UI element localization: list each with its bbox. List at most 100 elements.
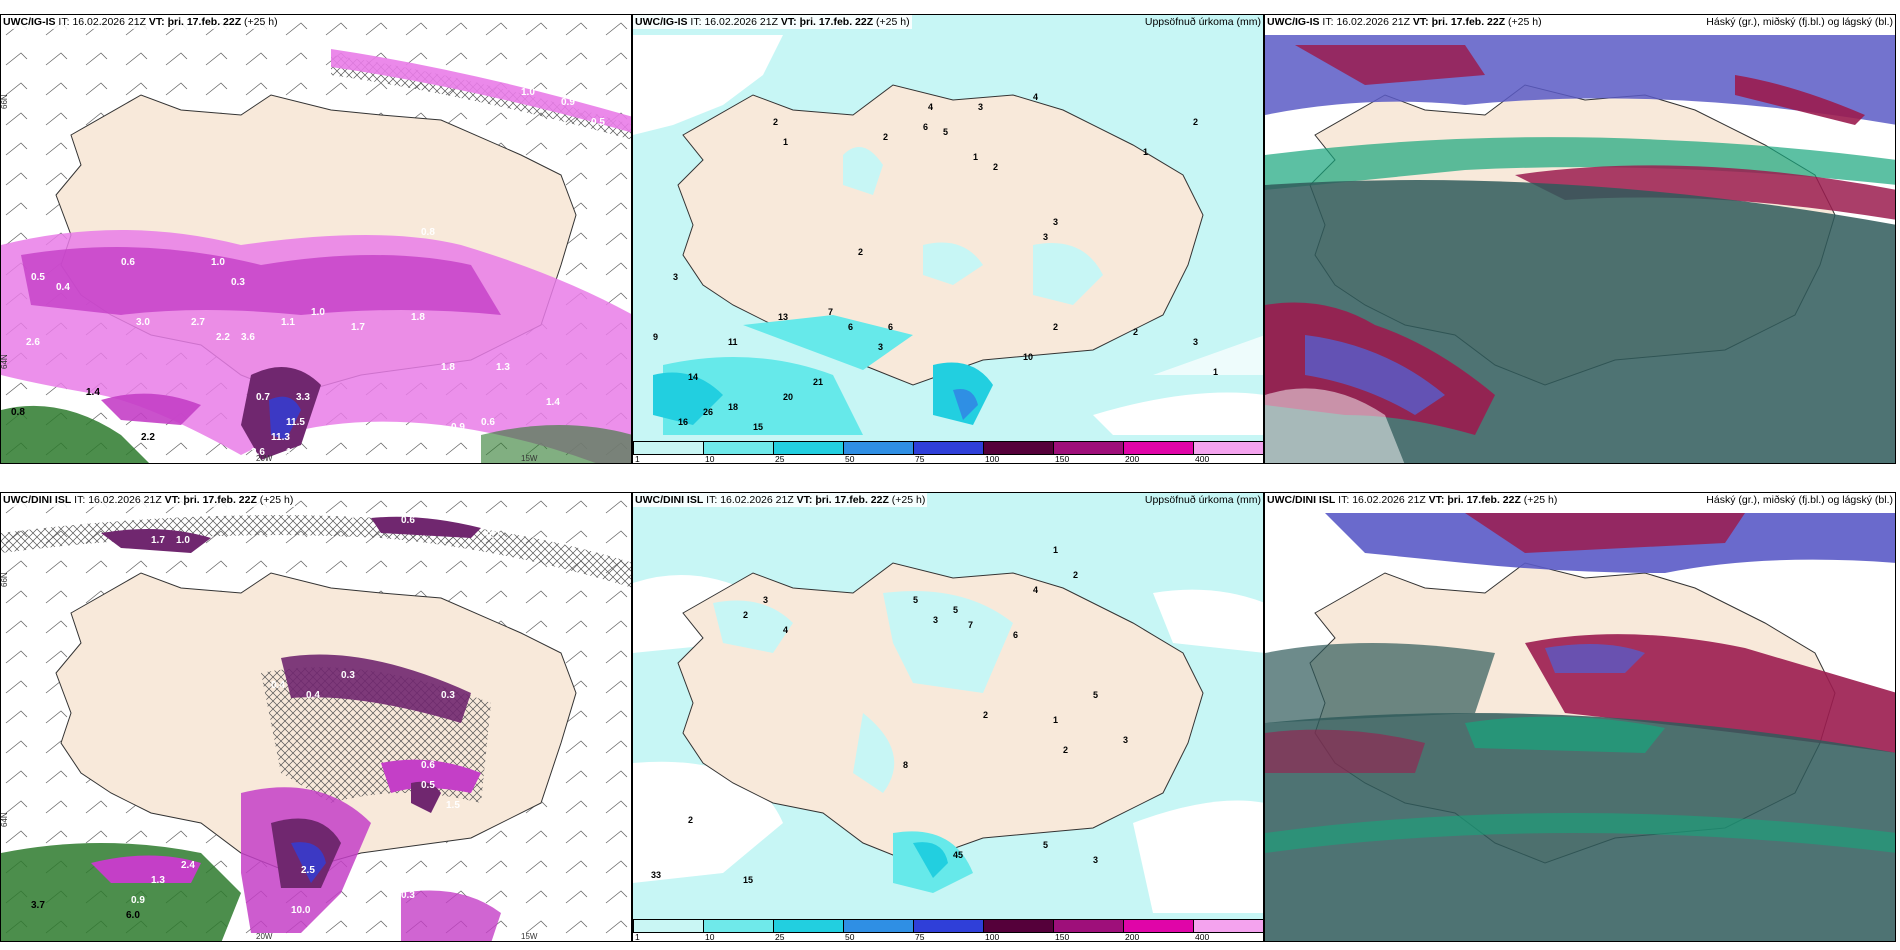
svg-text:2: 2 bbox=[1073, 570, 1078, 580]
map-accumulated-precip: 2 3 4 5 1 2 3 5 7 6 4 2 1 5 3 2 8 45 5 3… bbox=[633, 493, 1263, 941]
colorbar-tick-label: 25 bbox=[775, 932, 785, 942]
svg-text:3: 3 bbox=[933, 615, 938, 625]
svg-text:1.0: 1.0 bbox=[521, 87, 535, 98]
svg-text:3.7: 3.7 bbox=[31, 900, 45, 911]
svg-text:0.4: 0.4 bbox=[306, 690, 320, 701]
map-panel-dini-precip-rate: UWC/DINI ISL IT: 16.02.2026 21Z VT: þri.… bbox=[0, 492, 632, 942]
svg-text:0.5: 0.5 bbox=[591, 117, 605, 128]
svg-text:1.7: 1.7 bbox=[351, 322, 365, 333]
svg-text:3.3: 3.3 bbox=[296, 392, 310, 403]
colorbar-tick-label: 200 bbox=[1125, 932, 1140, 942]
panel-field-title: Háský (gr.), miðský (fj.bl.) og lágský (… bbox=[1706, 494, 1893, 506]
svg-text:3: 3 bbox=[673, 272, 678, 282]
svg-text:1.3: 1.3 bbox=[401, 432, 415, 443]
colorbar-swatch bbox=[843, 441, 914, 455]
svg-text:3: 3 bbox=[1193, 337, 1198, 347]
colorbar-swatch bbox=[773, 441, 844, 455]
svg-text:4: 4 bbox=[928, 102, 933, 112]
colorbar-tick-label: 25 bbox=[775, 454, 785, 464]
svg-text:6: 6 bbox=[848, 322, 853, 332]
svg-text:3.6: 3.6 bbox=[241, 332, 255, 343]
panel-title: UWC/IG-IS IT: 16.02.2026 21Z VT: þri. 17… bbox=[1, 15, 280, 29]
svg-text:0.6: 0.6 bbox=[121, 257, 135, 268]
svg-text:0.9: 0.9 bbox=[451, 422, 465, 433]
colorbar: 1 10 25 50 75 100 150 200 400 bbox=[633, 919, 1263, 941]
panel-field-title: Háský (gr.), miðský (fj.bl.) og lágský (… bbox=[1706, 16, 1893, 28]
svg-text:16: 16 bbox=[678, 417, 688, 427]
panel-title: UWC/IG-IS IT: 16.02.2026 21Z VT: þri. 17… bbox=[1265, 15, 1544, 29]
svg-text:0.6: 0.6 bbox=[421, 760, 435, 771]
svg-text:1.8: 1.8 bbox=[411, 312, 425, 323]
svg-text:2.6: 2.6 bbox=[251, 447, 265, 458]
svg-text:1: 1 bbox=[783, 137, 788, 147]
panel-field-title: Uppsöfnuð úrkoma (mm) bbox=[1144, 494, 1261, 506]
panel-title: UWC/DINI ISL IT: 16.02.2026 21Z VT: þri.… bbox=[1, 493, 296, 507]
colorbar-swatch bbox=[1053, 919, 1124, 933]
svg-text:0.7: 0.7 bbox=[141, 62, 155, 73]
map-panel-dini-accumulated-precip: UWC/DINI ISL IT: 16.02.2026 21Z VT: þri.… bbox=[632, 492, 1264, 942]
svg-text:9: 9 bbox=[653, 332, 658, 342]
svg-text:0.7: 0.7 bbox=[256, 392, 270, 403]
colorbar-tick-label: 400 bbox=[1195, 454, 1210, 464]
svg-text:10.0: 10.0 bbox=[291, 905, 311, 916]
svg-text:20W: 20W bbox=[256, 454, 273, 463]
svg-text:0.4: 0.4 bbox=[271, 680, 285, 691]
panel-field-title: Uppsöfnuð úrkoma (mm) bbox=[1144, 16, 1261, 28]
svg-text:1.3: 1.3 bbox=[151, 875, 165, 886]
svg-text:15W: 15W bbox=[521, 932, 538, 941]
svg-text:66N: 66N bbox=[1, 572, 9, 587]
svg-text:6: 6 bbox=[923, 122, 928, 132]
svg-text:0.4: 0.4 bbox=[346, 510, 360, 521]
svg-text:15W: 15W bbox=[521, 454, 538, 463]
map-precip-rate: 1.7 1.0 0.4 0.6 0.3 0.4 0.2 0.5 0.3 0.4 … bbox=[1, 493, 631, 941]
colorbar-tick-label: 100 bbox=[985, 932, 1000, 942]
svg-text:20W: 20W bbox=[256, 932, 273, 941]
svg-text:21: 21 bbox=[813, 377, 823, 387]
map-panel-dini-clouds: UWC/DINI ISL IT: 16.02.2026 21Z VT: þri.… bbox=[1264, 492, 1896, 942]
svg-text:2: 2 bbox=[1063, 745, 1068, 755]
colorbar-swatch bbox=[1053, 441, 1124, 455]
svg-text:3.0: 3.0 bbox=[136, 317, 150, 328]
svg-text:0.4: 0.4 bbox=[56, 282, 70, 293]
svg-text:1.4: 1.4 bbox=[86, 387, 100, 398]
colorbar-tick-label: 50 bbox=[845, 932, 855, 942]
colorbar-swatch bbox=[1123, 441, 1194, 455]
svg-text:0.3: 0.3 bbox=[341, 670, 355, 681]
svg-text:8: 8 bbox=[903, 760, 908, 770]
map-cloud-cover bbox=[1265, 493, 1895, 941]
svg-text:18: 18 bbox=[728, 402, 738, 412]
svg-text:1: 1 bbox=[1053, 715, 1058, 725]
map-cloud-cover bbox=[1265, 15, 1895, 463]
svg-text:0.5: 0.5 bbox=[31, 272, 45, 283]
svg-text:2: 2 bbox=[993, 162, 998, 172]
panel-title: UWC/IG-IS IT: 16.02.2026 21Z VT: þri. 17… bbox=[633, 15, 912, 29]
colorbar-swatch bbox=[1123, 919, 1194, 933]
svg-text:7: 7 bbox=[968, 620, 973, 630]
colorbar-tick-label: 50 bbox=[845, 454, 855, 464]
svg-text:5: 5 bbox=[943, 127, 948, 137]
svg-text:0.6: 0.6 bbox=[401, 515, 415, 526]
svg-text:2.5: 2.5 bbox=[301, 865, 315, 876]
colorbar-swatch bbox=[773, 919, 844, 933]
svg-text:1: 1 bbox=[1143, 147, 1148, 157]
svg-text:1.8: 1.8 bbox=[441, 362, 455, 373]
svg-text:15: 15 bbox=[743, 875, 753, 885]
svg-text:1: 1 bbox=[1053, 545, 1058, 555]
colorbar-swatch bbox=[633, 441, 704, 455]
svg-text:5: 5 bbox=[1093, 690, 1098, 700]
svg-text:20: 20 bbox=[783, 392, 793, 402]
map-panel-igis-accumulated-precip: UWC/IG-IS IT: 16.02.2026 21Z VT: þri. 17… bbox=[632, 14, 1264, 464]
svg-text:6.0: 6.0 bbox=[126, 910, 140, 921]
panel-title: UWC/DINI ISL IT: 16.02.2026 21Z VT: þri.… bbox=[1265, 493, 1560, 507]
map-panel-igis-clouds: UWC/IG-IS IT: 16.02.2026 21Z VT: þri. 17… bbox=[1264, 14, 1896, 464]
svg-text:45: 45 bbox=[953, 850, 963, 860]
svg-text:3: 3 bbox=[1053, 217, 1058, 227]
colorbar-swatch bbox=[703, 919, 774, 933]
svg-text:2.2: 2.2 bbox=[216, 332, 230, 343]
svg-text:0.8: 0.8 bbox=[11, 407, 25, 418]
colorbar-swatch bbox=[983, 919, 1054, 933]
svg-text:0.3: 0.3 bbox=[231, 277, 245, 288]
svg-text:3: 3 bbox=[763, 595, 768, 605]
svg-text:0.3: 0.3 bbox=[401, 890, 415, 901]
svg-text:3.9: 3.9 bbox=[346, 447, 360, 458]
